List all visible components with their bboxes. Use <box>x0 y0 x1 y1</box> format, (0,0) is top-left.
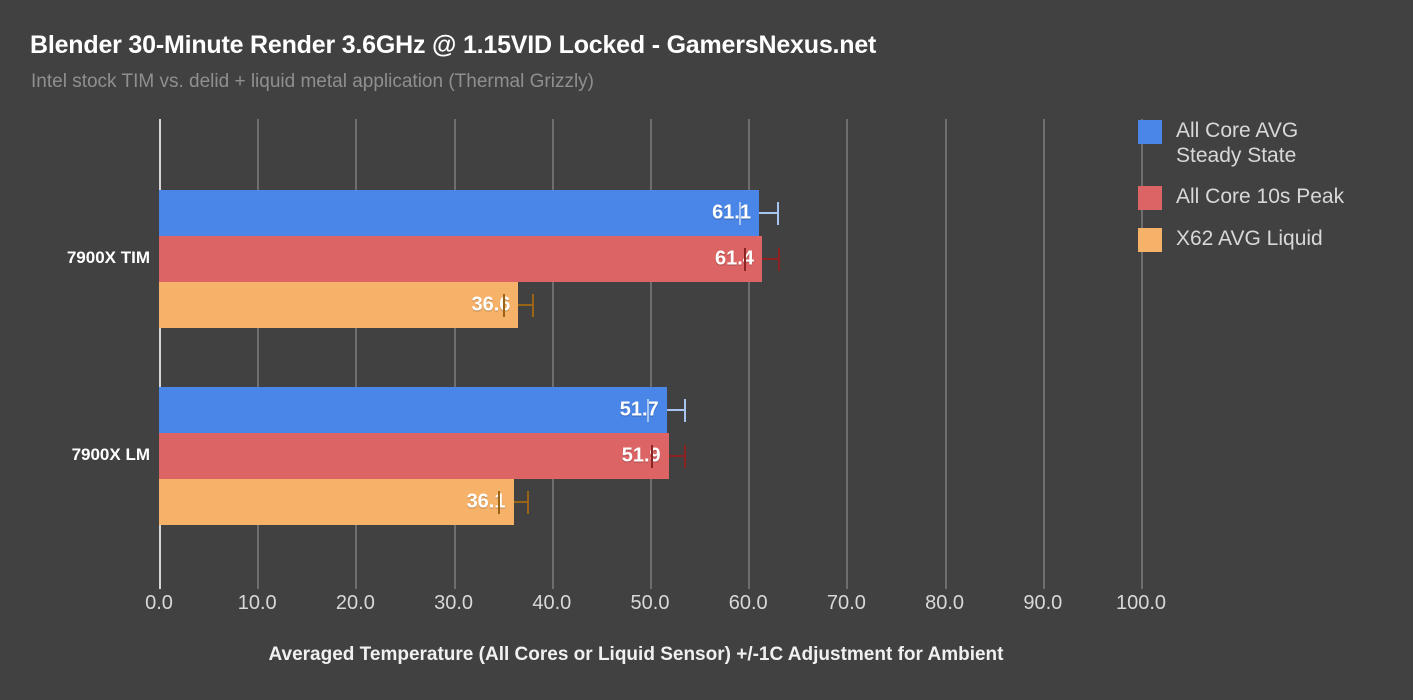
error-bar-cap <box>650 444 653 468</box>
y-axis-line <box>159 119 161 589</box>
x-tick-label: 70.0 <box>826 592 866 614</box>
x-tick-label: 40.0 <box>532 592 572 614</box>
error-bar <box>739 190 779 236</box>
gridline <box>453 119 456 589</box>
legend-label: All Core 10s Peak <box>1176 185 1345 208</box>
bar-value-label: 36.6 <box>471 293 511 316</box>
chart-title: Blender 30-Minute Render 3.6GHz @ 1.15VI… <box>30 31 877 59</box>
x-tick-label: 0.0 <box>145 592 173 614</box>
error-bar-cap <box>776 201 779 225</box>
legend-swatch-icon <box>1138 228 1162 252</box>
category-label: 7900X LM <box>71 445 150 464</box>
error-bar-line <box>761 258 780 260</box>
bar: 61.4 <box>159 236 762 282</box>
error-bar <box>497 479 530 525</box>
chart-subtitle: Intel stock TIM vs. delid + liquid metal… <box>31 71 594 92</box>
error-bar-line <box>518 304 535 306</box>
legend-item[interactable]: All Core 10s Peak <box>1138 184 1406 210</box>
x-tick-label: 90.0 <box>1023 592 1063 614</box>
error-bar-cap <box>777 247 780 271</box>
bar: 36.6 <box>159 282 519 328</box>
legend-label: All Core AVG Steady State <box>1176 119 1299 167</box>
category-label-row: 7900X TIM <box>0 248 150 270</box>
chart-legend: All Core AVG Steady State All Core 10s Pe… <box>1138 118 1406 268</box>
bar: 36.1 <box>159 479 514 525</box>
error-bar-cap <box>684 398 687 422</box>
bar: 51.9 <box>159 433 669 479</box>
error-bar-cap <box>527 490 530 514</box>
error-bar-line <box>668 455 687 457</box>
bar-value-label: 36.1 <box>466 490 506 513</box>
error-bar <box>744 236 780 282</box>
error-bar-cap <box>502 293 505 317</box>
error-bar <box>647 387 687 433</box>
error-bar-cap <box>497 490 500 514</box>
gridline <box>944 119 947 589</box>
gridline <box>355 119 358 589</box>
x-tick-label: 30.0 <box>434 592 474 614</box>
x-tick-label: 10.0 <box>237 592 277 614</box>
error-bar-cap <box>647 398 650 422</box>
category-label-row: 7900X LM <box>0 445 150 467</box>
gridline <box>748 119 751 589</box>
legend-swatch-icon <box>1138 186 1162 210</box>
bar-value-label: 61.4 <box>715 247 754 270</box>
gridline <box>257 119 260 589</box>
error-bar-line <box>666 409 687 411</box>
gridline <box>1141 119 1143 589</box>
bar-value-label: 61.1 <box>712 201 751 224</box>
bar-value-label: 51.7 <box>619 398 659 421</box>
legend-item[interactable]: All Core AVG Steady State <box>1138 118 1406 168</box>
error-bar-cap <box>744 247 747 271</box>
error-bar-cap <box>684 444 687 468</box>
legend-swatch-icon <box>1138 120 1162 144</box>
x-axis-title: Averaged Temperature (All Cores or Liqui… <box>268 644 1004 665</box>
x-tick-label: 60.0 <box>728 592 768 614</box>
bar-value-label: 51.9 <box>621 444 661 467</box>
error-bar <box>650 433 687 479</box>
x-tick-label: 20.0 <box>335 592 375 614</box>
error-bar-line <box>513 501 530 503</box>
gridline <box>1042 119 1045 589</box>
error-bar-line <box>759 212 779 214</box>
legend-item[interactable]: X62 AVG Liquid <box>1138 226 1406 252</box>
plot-area: 61.1 61.4 36.6 51.7 51.9 36.1 <box>159 119 1143 589</box>
gridline <box>650 119 652 589</box>
error-bar-cap <box>532 293 535 317</box>
legend-label: X62 AVG Liquid <box>1176 227 1323 250</box>
x-tick-label: 80.0 <box>925 592 965 614</box>
category-label: 7900X TIM <box>66 248 150 267</box>
bar: 51.7 <box>159 387 667 433</box>
error-bar <box>502 282 535 328</box>
x-tick-label: 50.0 <box>630 592 670 614</box>
bar: 61.1 <box>159 190 759 236</box>
gridline <box>551 119 554 589</box>
x-tick-label: 100.0 <box>1115 592 1167 614</box>
error-bar-cap <box>739 201 742 225</box>
gridline <box>846 119 849 589</box>
